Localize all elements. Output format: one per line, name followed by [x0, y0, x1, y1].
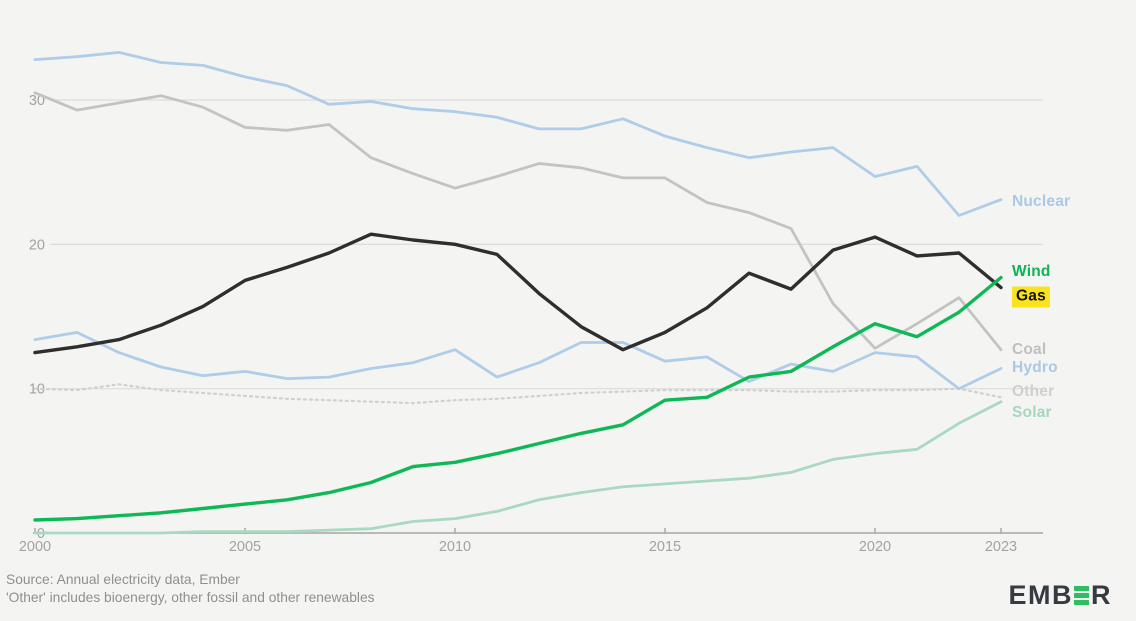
series-label-wind[interactable]: Wind — [1012, 262, 1051, 280]
y-tick-label: 30 — [29, 93, 45, 109]
y-tick-label: 20 — [29, 237, 45, 253]
line-hydro[interactable] — [33, 330, 1003, 391]
chart-footer: Source: Annual electricity data, Ember '… — [6, 571, 375, 607]
x-tick-label: 2023 — [985, 539, 1017, 555]
line-wind[interactable] — [33, 275, 1003, 522]
series-label-solar[interactable]: Solar — [1012, 403, 1052, 421]
series-label-gas[interactable]: Gas — [1012, 286, 1050, 308]
ember-logo[interactable]: EMB R — [1009, 580, 1113, 611]
source-note: Source: Annual electricity data, Ember — [6, 572, 240, 587]
x-tick-label: 2005 — [229, 539, 261, 555]
series-label-coal[interactable]: Coal — [1012, 340, 1047, 358]
x-tick-label: 2015 — [649, 539, 681, 555]
x-tick-label: 2020 — [859, 539, 891, 555]
x-tick-label: 2010 — [439, 539, 471, 555]
line-other[interactable] — [33, 383, 1003, 405]
series-label-hydro[interactable]: Hydro — [1012, 359, 1058, 377]
x-tick-label: 2000 — [19, 539, 51, 555]
other-definition-note: 'Other' includes bioenergy, other fossil… — [6, 590, 375, 605]
line-nuclear[interactable] — [33, 51, 1003, 217]
line-coal[interactable] — [33, 91, 1003, 352]
series-label-nuclear[interactable]: Nuclear — [1012, 192, 1071, 210]
line-gas[interactable] — [33, 232, 1003, 355]
ember-logo-green-e-icon — [1074, 586, 1089, 605]
ember-logo-text-prefix: EMB — [1008, 580, 1073, 610]
series-label-other[interactable]: Other — [1012, 383, 1055, 401]
ember-logo-text-suffix: R — [1091, 580, 1112, 610]
line-solar[interactable] — [33, 400, 1003, 535]
